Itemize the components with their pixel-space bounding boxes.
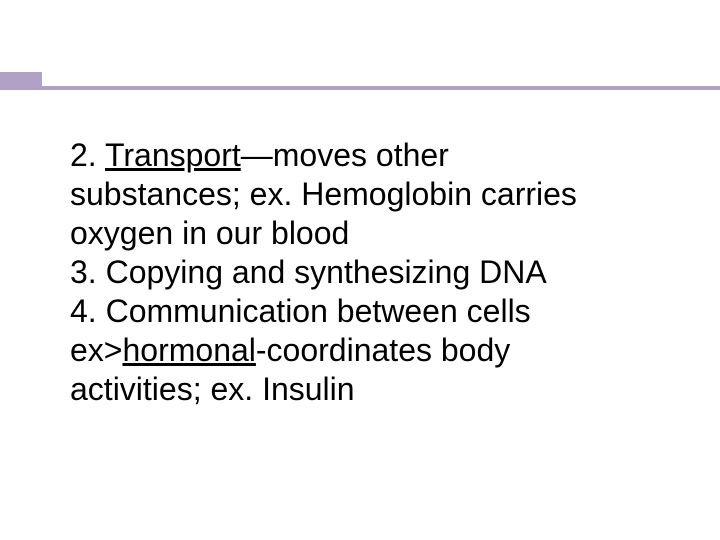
text-segment: oxygen in our blood [70,215,349,251]
body-line: 2. Transport—moves other [70,136,660,175]
slide-header-accent-block [0,72,42,90]
text-segment: 3. Copying and synthesizing DNA [70,254,547,290]
text-segment: substances; ex. Hemoglobin carries [70,176,577,212]
slide: 2. Transport—moves othersubstances; ex. … [0,0,720,540]
text-segment: activities; ex. Insulin [70,371,355,407]
text-segment: 4. Communication between cells [70,293,531,329]
slide-body-text: 2. Transport—moves othersubstances; ex. … [70,136,660,409]
body-line: activities; ex. Insulin [70,370,660,409]
text-segment: —moves other [241,137,449,173]
text-segment: 2. [70,137,105,173]
body-line: ex>hormonal-coordinates body [70,331,660,370]
body-line: 3. Copying and synthesizing DNA [70,253,660,292]
body-line: substances; ex. Hemoglobin carries [70,175,660,214]
body-line: 4. Communication between cells [70,292,660,331]
slide-header-bar [0,72,720,90]
body-line: oxygen in our blood [70,214,660,253]
slide-header-rule [42,86,720,90]
text-segment: -coordinates body [256,332,510,368]
text-segment: hormonal [122,332,255,368]
text-segment: ex> [70,332,122,368]
text-segment: Transport [105,137,241,173]
